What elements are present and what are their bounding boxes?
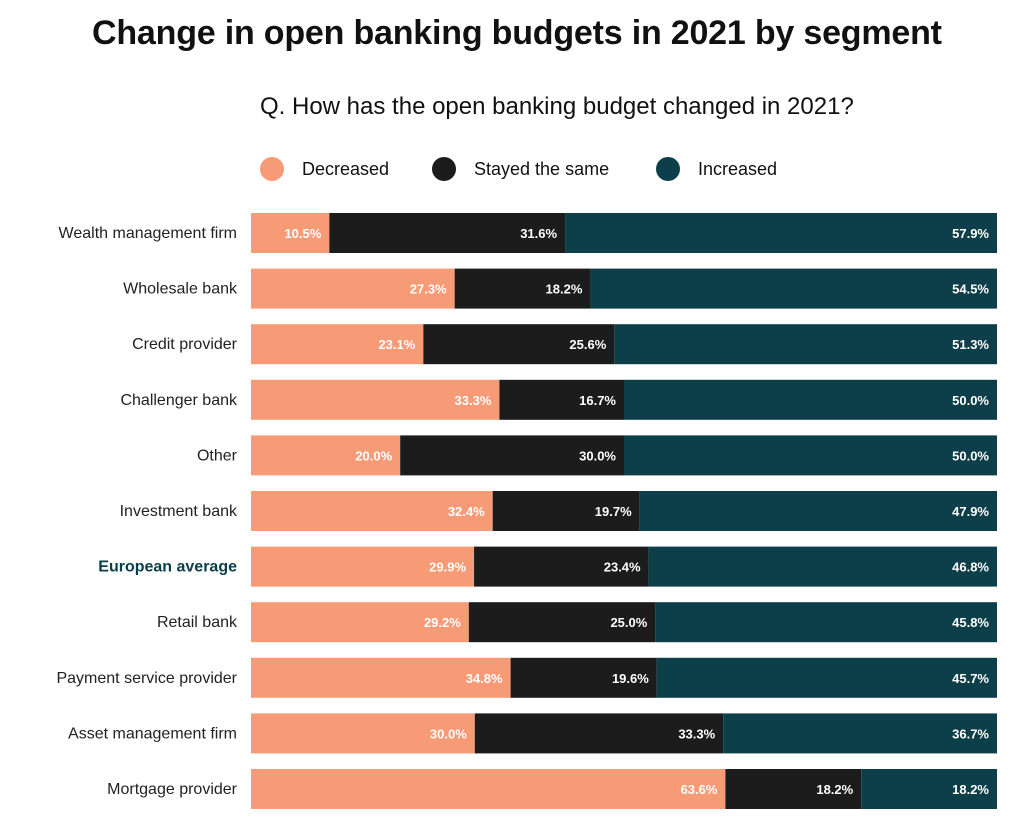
bar-increased-credit-provider xyxy=(614,324,997,365)
data-label-increased-european-average: 46.8% xyxy=(952,560,989,575)
bar-decreased-wholesale-bank xyxy=(251,268,455,309)
bar-stayed-the-same-retail-bank xyxy=(468,602,656,643)
legend-label-increased: Increased xyxy=(698,158,778,179)
data-label-decreased-wealth-management-firm: 10.5% xyxy=(284,226,321,241)
category-label-european-average: European average xyxy=(98,559,237,576)
bar-decreased-european-average xyxy=(251,546,475,587)
data-label-increased-credit-provider: 51.3% xyxy=(952,337,989,352)
data-label-stayed-the-same-credit-provider: 25.6% xyxy=(569,337,606,352)
bar-increased-challenger-bank xyxy=(624,379,997,420)
data-label-stayed-the-same-wealth-management-firm: 31.6% xyxy=(520,226,557,241)
bar-increased-payment-service-provider xyxy=(656,657,997,698)
category-label-challenger-bank: Challenger bank xyxy=(120,392,238,409)
data-label-decreased-wholesale-bank: 27.3% xyxy=(410,282,447,297)
data-label-increased-wholesale-bank: 54.5% xyxy=(952,282,989,297)
category-label-investment-bank: Investment bank xyxy=(120,503,238,520)
bar-decreased-mortgage-provider xyxy=(251,769,726,809)
legend-swatch-decreased xyxy=(260,157,284,181)
legend-item-stayed-the-same: Stayed the same xyxy=(432,155,609,183)
bar-decreased-investment-bank xyxy=(251,491,493,531)
category-label-payment-service-provider: Payment service provider xyxy=(56,670,237,687)
bar-stayed-the-same-challenger-bank xyxy=(499,379,624,420)
data-label-increased-challenger-bank: 50.0% xyxy=(952,393,989,408)
bar-decreased-challenger-bank xyxy=(251,379,500,420)
bar-increased-retail-bank xyxy=(655,602,997,643)
bar-stayed-the-same-mortgage-provider xyxy=(725,769,862,809)
data-label-stayed-the-same-retail-bank: 25.0% xyxy=(610,615,647,630)
data-label-decreased-other: 20.0% xyxy=(355,448,392,463)
bar-decreased-payment-service-provider xyxy=(251,657,511,698)
bar-increased-wholesale-bank xyxy=(590,268,997,309)
data-label-stayed-the-same-european-average: 23.4% xyxy=(604,560,641,575)
data-label-decreased-payment-service-provider: 34.8% xyxy=(466,671,503,686)
bar-stayed-the-same-credit-provider xyxy=(423,324,615,365)
legend-swatch-increased xyxy=(656,157,680,181)
data-label-stayed-the-same-challenger-bank: 16.7% xyxy=(579,393,616,408)
bar-stayed-the-same-payment-service-provider xyxy=(510,657,657,698)
category-label-asset-management-firm: Asset management firm xyxy=(68,725,237,742)
bar-increased-investment-bank xyxy=(639,491,997,531)
bar-stayed-the-same-investment-bank xyxy=(492,491,640,531)
data-label-increased-wealth-management-firm: 57.9% xyxy=(952,226,989,241)
data-label-stayed-the-same-mortgage-provider: 18.2% xyxy=(816,782,853,797)
data-label-increased-other: 50.0% xyxy=(952,448,989,463)
bar-stayed-the-same-wholesale-bank xyxy=(454,268,591,309)
chart-subtitle: Q. How has the open banking budget chang… xyxy=(260,93,854,120)
bar-decreased-asset-management-firm xyxy=(251,713,475,754)
bar-increased-asset-management-firm xyxy=(723,713,997,754)
bar-decreased-wealth-management-firm xyxy=(251,213,330,253)
data-label-decreased-retail-bank: 29.2% xyxy=(424,615,461,630)
data-label-increased-investment-bank: 47.9% xyxy=(952,504,989,519)
data-label-stayed-the-same-wholesale-bank: 18.2% xyxy=(546,282,583,297)
legend-item-increased: Increased xyxy=(656,155,777,183)
data-label-decreased-mortgage-provider: 63.6% xyxy=(681,782,718,797)
bar-increased-wealth-management-firm xyxy=(565,213,997,253)
data-label-stayed-the-same-payment-service-provider: 19.6% xyxy=(612,671,649,686)
data-label-increased-retail-bank: 45.8% xyxy=(952,615,989,630)
legend-label-decreased: Decreased xyxy=(302,158,390,179)
bar-increased-other xyxy=(624,435,997,476)
bar-decreased-other xyxy=(251,435,401,476)
bar-decreased-credit-provider xyxy=(251,324,424,365)
data-label-decreased-credit-provider: 23.1% xyxy=(378,337,415,352)
category-label-wealth-management-firm: Wealth management firm xyxy=(59,225,237,242)
category-label-retail-bank: Retail bank xyxy=(157,614,238,631)
data-label-decreased-european-average: 29.9% xyxy=(429,560,466,575)
data-label-decreased-investment-bank: 32.4% xyxy=(448,504,485,519)
bar-stayed-the-same-other xyxy=(400,435,624,476)
data-label-stayed-the-same-asset-management-firm: 33.3% xyxy=(678,726,715,741)
data-label-stayed-the-same-other: 30.0% xyxy=(579,448,616,463)
category-label-credit-provider: Credit provider xyxy=(132,336,238,353)
data-label-increased-payment-service-provider: 45.7% xyxy=(952,671,989,686)
bar-increased-mortgage-provider xyxy=(861,769,997,809)
legend-swatch-stayed-the-same xyxy=(432,157,456,181)
legend-label-stayed-the-same: Stayed the same xyxy=(474,158,610,179)
legend-item-decreased: Decreased xyxy=(260,155,389,183)
chart-title: Change in open banking budgets in 2021 b… xyxy=(92,14,942,52)
bar-decreased-retail-bank xyxy=(251,602,469,643)
bar-stayed-the-same-asset-management-firm xyxy=(474,713,724,754)
data-label-decreased-asset-management-firm: 30.0% xyxy=(430,726,467,741)
category-label-other: Other xyxy=(197,447,238,464)
data-label-increased-asset-management-firm: 36.7% xyxy=(952,726,989,741)
data-label-stayed-the-same-investment-bank: 19.7% xyxy=(595,504,632,519)
data-label-increased-mortgage-provider: 18.2% xyxy=(952,782,989,797)
category-label-wholesale-bank: Wholesale bank xyxy=(123,281,238,298)
bar-stayed-the-same-wealth-management-firm xyxy=(329,213,566,253)
data-label-decreased-challenger-bank: 33.3% xyxy=(455,393,492,408)
bar-stayed-the-same-european-average xyxy=(474,546,649,587)
category-label-mortgage-provider: Mortgage provider xyxy=(107,781,238,798)
bar-increased-european-average xyxy=(648,546,997,587)
